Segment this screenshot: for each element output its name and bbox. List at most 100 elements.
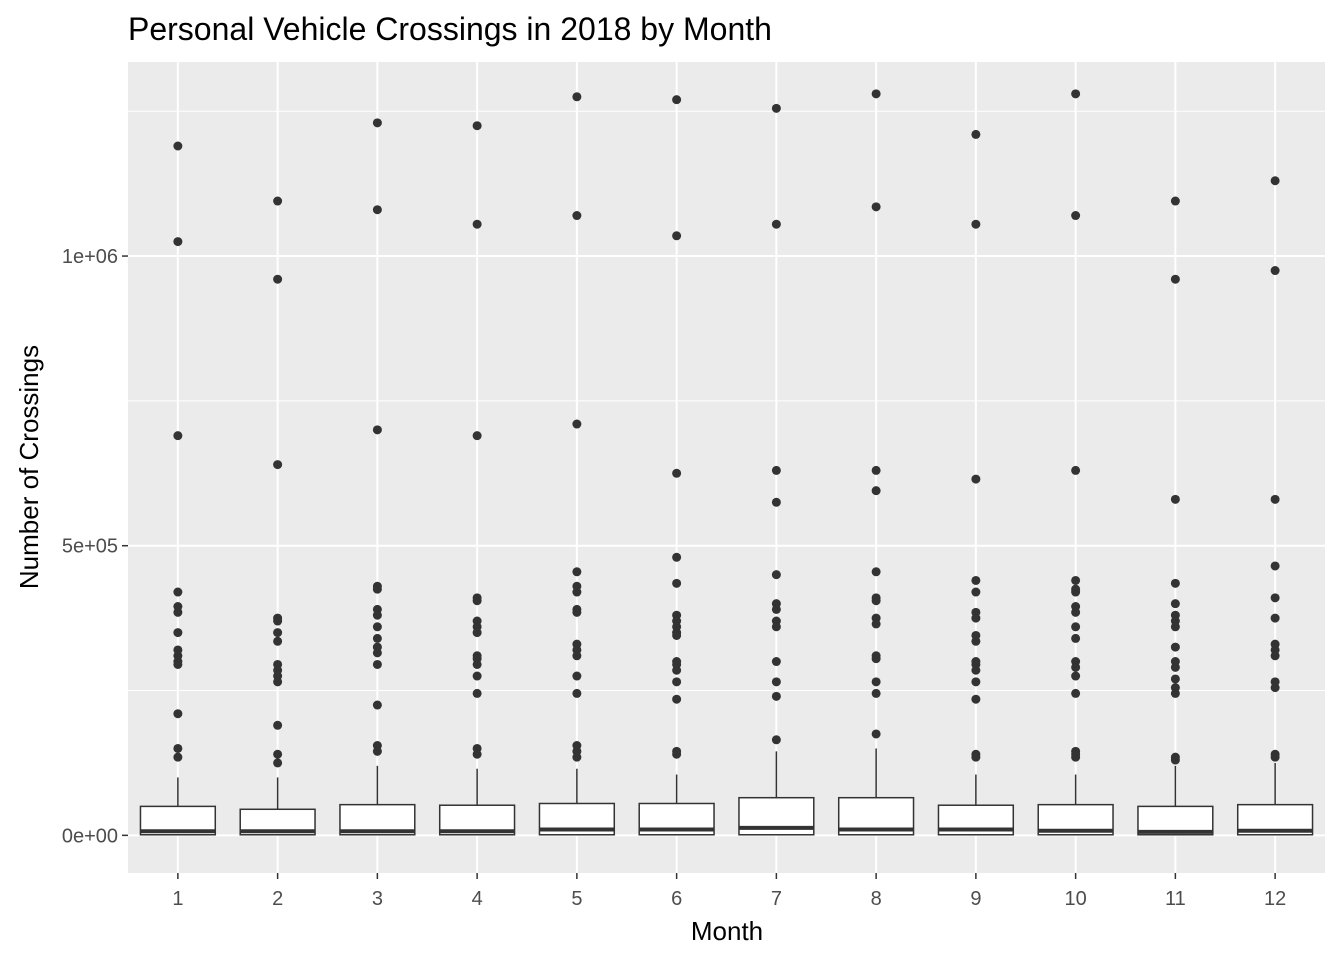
outlier-point [572,671,582,681]
box-month-9 [937,129,1015,836]
outlier-point [871,486,881,496]
outlier-point [672,578,682,588]
outlier-point [1270,683,1280,693]
outlier-point [1170,494,1180,504]
outlier-point [472,628,482,638]
x-tick-label: 12 [1264,888,1286,910]
outlier-point [1270,752,1280,762]
outlier-point [273,720,283,730]
outlier-point [871,729,881,739]
outlier-point [372,610,382,620]
outlier-point [871,465,881,475]
box-month-12 [1236,176,1314,836]
outlier-point [871,596,881,606]
outlier-point [173,141,183,151]
outlier-point [1071,622,1081,632]
outlier-point [1071,633,1081,643]
outlier-point [1270,651,1280,661]
y-tick-label: 1e+06 [62,246,118,268]
box-month-7 [738,103,815,836]
outlier-point [173,237,183,247]
x-tick-label: 3 [372,888,383,910]
box-month-1 [139,141,217,836]
outlier-point [971,694,981,704]
outlier-point [771,735,781,745]
outlier-point [1270,593,1280,603]
outlier-point [871,654,881,664]
outlier-point [372,622,382,632]
outlier-point [771,219,781,229]
outlier-point [572,651,582,661]
outlier-point [971,613,981,623]
outlier-point [1071,89,1081,99]
outlier-point [372,648,382,658]
outlier-point [173,431,183,441]
plot-panel [128,62,1325,873]
x-tick-label: 4 [472,888,483,910]
outlier-point [572,587,582,597]
outlier-point [273,196,283,206]
outlier-point [1270,494,1280,504]
outlier-point [871,677,881,687]
x-tick-label: 10 [1065,888,1087,910]
x-tick-label: 7 [771,888,782,910]
outlier-point [771,103,781,113]
outlier-point [273,758,283,768]
box-month-6 [638,95,715,836]
x-tick-label: 5 [571,888,582,910]
box-month-8 [837,89,915,836]
outlier-point [173,607,183,617]
outlier-point [372,205,382,215]
outlier-point [672,665,682,675]
outlier-point [771,691,781,701]
outlier-point [771,497,781,507]
outlier-point [971,575,981,585]
outlier-point [572,419,582,429]
box-month-5 [538,92,616,836]
outlier-point [273,460,283,470]
outlier-point [372,118,382,128]
outlier-point [372,633,382,643]
outlier-point [572,752,582,762]
outlier-point [572,607,582,617]
x-axis-title: Month [691,916,763,946]
outlier-point [472,749,482,759]
outlier-point [1071,607,1081,617]
y-tick-label: 5e+05 [62,536,118,558]
outlier-point [472,671,482,681]
outlier-point [173,628,183,638]
outlier-point [971,219,981,229]
outlier-point [273,628,283,638]
outlier-point [672,95,682,105]
outlier-point [1071,211,1081,221]
outlier-point [173,743,183,753]
outlier-point [1071,662,1081,672]
outlier-point [472,431,482,441]
outlier-point [372,746,382,756]
outlier-point [372,584,382,594]
y-tick-label: 0e+00 [62,825,118,847]
box-month-3 [339,118,416,836]
outlier-point [672,694,682,704]
outlier-point [572,211,582,221]
outlier-point [871,619,881,629]
outlier-point [971,474,981,484]
outlier-point [971,752,981,762]
outlier-point [1071,752,1081,762]
outlier-point [273,274,283,284]
outlier-point [771,570,781,580]
outlier-point [672,630,682,640]
outlier-point [1170,622,1180,632]
x-tick-label: 8 [871,888,882,910]
outlier-point [871,89,881,99]
outlier-point [1170,599,1180,609]
outlier-point [173,587,183,597]
outlier-point [971,677,981,687]
x-tick-label: 9 [970,888,981,910]
outlier-point [1170,578,1180,588]
outlier-point [771,677,781,687]
outlier-point [472,596,482,606]
x-tick-label: 2 [272,888,283,910]
outlier-point [372,659,382,669]
box-month-2 [239,196,316,836]
